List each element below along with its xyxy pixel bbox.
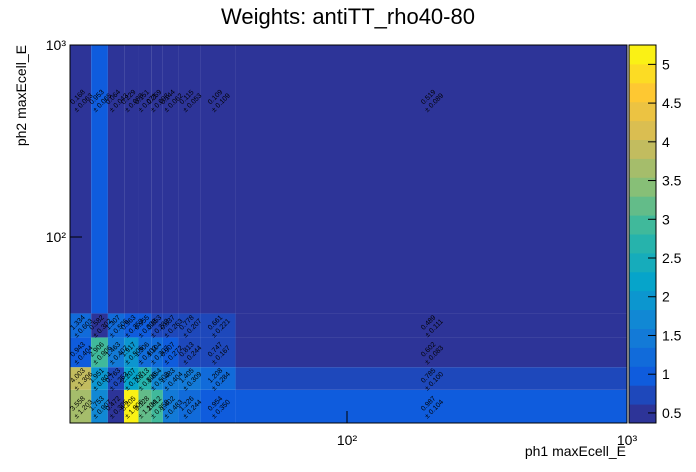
heatmap-cell: [138, 45, 152, 314]
palette-band: [629, 82, 656, 103]
heatmap-cell: [151, 389, 163, 423]
heatmap-cell: [178, 45, 201, 314]
z-tick-label: 4.5: [662, 95, 682, 111]
heatmap-cell: [151, 313, 163, 338]
palette-band: [629, 290, 656, 311]
palette-band: [629, 120, 656, 140]
heatmap-cell: [70, 367, 92, 390]
heatmap-cell: [124, 337, 139, 368]
heatmap-cell: [138, 389, 152, 423]
heatmap-cell: [70, 45, 92, 314]
heatmap-cell: [107, 45, 125, 314]
palette-band: [629, 385, 656, 405]
heatmap-cell: [124, 45, 139, 314]
z-tick-label: 0.5: [662, 405, 682, 421]
z-tick-label: 3.5: [662, 173, 682, 189]
heatmap-cell: [138, 367, 152, 390]
heatmap-cell: [107, 367, 125, 390]
heatmap-cell: [235, 313, 628, 338]
heatmap-cell: [91, 389, 108, 423]
heatmap-cell: [178, 313, 201, 338]
heatmap-cell: [200, 337, 236, 368]
z-tick-label: 4: [662, 134, 670, 150]
palette-band: [629, 196, 656, 216]
x-tick-label: 10²: [337, 432, 358, 448]
z-tick-label: 2.5: [662, 250, 682, 266]
heatmap-cell: [178, 389, 201, 423]
palette-band: [629, 271, 656, 292]
heatmap-cell: [70, 313, 92, 338]
heatmap-cell: [70, 389, 92, 423]
z-tick-label: 1: [662, 366, 670, 382]
palette-band: [629, 101, 656, 122]
heatmap-cell: [162, 367, 179, 390]
heatmap-cell: [235, 367, 628, 390]
z-tick-label: 1.5: [662, 327, 682, 343]
heatmap-cell: [151, 45, 163, 314]
heatmap-cell: [200, 367, 236, 390]
palette-band: [629, 347, 656, 367]
heatmap-cell: [151, 367, 163, 390]
plot-frame: [69, 44, 628, 424]
z-tick-label: 3: [662, 211, 670, 227]
heatmap-cell: [91, 337, 108, 368]
heatmap-cell: [107, 389, 125, 423]
palette-band: [629, 328, 656, 348]
x-axis-label: ph1 maxEcell_E: [525, 443, 626, 459]
heatmap-cell: [124, 313, 139, 338]
heatmap-cell: [235, 337, 628, 368]
palette-frame: [628, 44, 657, 424]
heatmap-cell: [124, 389, 139, 423]
heatmap-cell: [107, 337, 125, 368]
palette-band: [629, 252, 656, 273]
x-tick-label: 10³: [617, 432, 638, 448]
y-axis-label: ph2 maxEcell_E: [13, 45, 29, 146]
palette-band: [629, 177, 656, 197]
heatmap-cell: [91, 313, 108, 338]
heatmap-cell: [151, 337, 163, 368]
heatmap-cell: [235, 389, 628, 423]
heatmap-cell: [200, 45, 236, 314]
heatmap-cell: [162, 45, 179, 314]
z-tick-label: 5: [662, 56, 670, 72]
palette-band: [629, 63, 656, 84]
heatmap-cell: [162, 313, 179, 338]
palette-band: [629, 158, 656, 178]
palette-band: [629, 366, 656, 386]
palette-band: [629, 139, 656, 159]
heatmap-cell: [124, 367, 139, 390]
heatmap-cell: [138, 337, 152, 368]
z-tick-label: 2: [662, 289, 670, 305]
palette-band: [629, 234, 656, 254]
heatmap-cell: [200, 313, 236, 338]
chart-title: Weights: antiTT_rho40-80: [221, 4, 475, 29]
heatmap-cell: [178, 367, 201, 390]
palette-band: [629, 309, 656, 329]
heatmap-cell: [178, 337, 201, 368]
heatmap-cell: [200, 389, 236, 423]
heatmap-cell: [70, 337, 92, 368]
heatmap-cell: [107, 313, 125, 338]
heatmap-cell: [138, 313, 152, 338]
heatmap-cell: [91, 367, 108, 390]
palette-band: [629, 45, 656, 65]
heatmap-cell: [235, 45, 628, 314]
heatmap-cell: [162, 389, 179, 423]
palette-band: [629, 215, 656, 235]
y-tick-label: 10³: [46, 37, 67, 53]
heatmap-cell: [162, 337, 179, 368]
y-tick-label: 10²: [46, 229, 67, 245]
heatmap-cell: [91, 45, 108, 314]
palette-band: [629, 404, 656, 424]
